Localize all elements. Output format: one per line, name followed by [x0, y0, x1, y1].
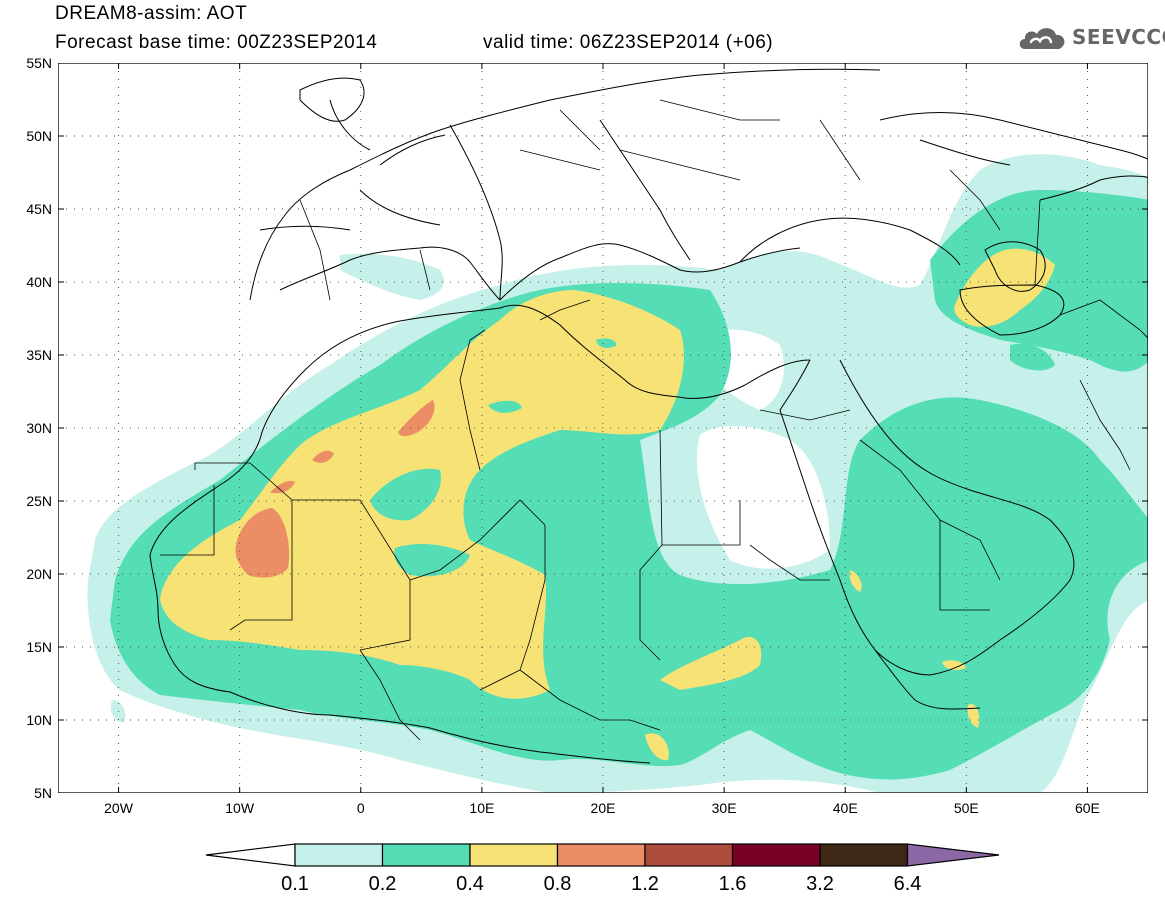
colorbar-label: 0.1 [281, 873, 309, 895]
lon-label: 40E [832, 800, 858, 816]
lon-label: 50E [953, 800, 979, 816]
colorbar [205, 843, 1000, 867]
colorbar-label: 0.2 [368, 873, 397, 895]
lon-label: 10W [225, 800, 255, 816]
map-title: DREAM8-assim: AOT [55, 3, 248, 24]
aot-level-0-2-patches [370, 338, 617, 577]
map-ticks [58, 63, 1148, 793]
base-time: Forecast base time: 00Z23SEP2014 [55, 32, 378, 53]
forecast-time-line: Forecast base time: 00Z23SEP2014 valid ti… [55, 32, 773, 53]
lat-label: 35N [26, 347, 52, 363]
lat-label: 30N [26, 420, 52, 436]
colorbar-label: 6.4 [893, 873, 922, 895]
lat-label: 15N [26, 639, 52, 655]
lat-label: 45N [26, 201, 52, 217]
graticule [58, 63, 1148, 793]
lat-label: 5N [34, 785, 52, 801]
colorbar-segment [469, 843, 559, 867]
colorbar-label: 3.2 [806, 873, 834, 895]
colorbar-segment [731, 843, 821, 867]
lon-label: 20W [104, 800, 133, 816]
lon-label: 20E [590, 800, 616, 816]
lon-label: 60E [1074, 800, 1100, 816]
colorbar-over-arrow [906, 843, 1000, 867]
lon-label: 30E [711, 800, 737, 816]
colorbar-segment [556, 843, 646, 867]
colorbar-segment [644, 843, 734, 867]
aot-map [58, 63, 1148, 793]
colorbar-under-arrow [205, 843, 296, 867]
colorbar-segment [294, 843, 384, 867]
colorbar-segments [205, 843, 1000, 867]
lon-label: 0 [356, 800, 365, 816]
colorbar-label: 1.2 [631, 873, 659, 895]
colorbar-label: 0.8 [543, 873, 572, 895]
lat-label: 55N [26, 55, 52, 71]
colorbar-segment [381, 843, 471, 867]
cloud-icon [1019, 28, 1065, 49]
lon-label: 10E [469, 800, 495, 816]
valid-time: valid time: 06Z23SEP2014 (+06) [483, 32, 774, 53]
coastlines-and-borders [149, 68, 1148, 764]
lat-label: 20N [26, 566, 52, 582]
logo-text: SEEVCCC [1072, 25, 1165, 49]
colorbar-segment [819, 843, 909, 867]
lat-label: 25N [26, 493, 52, 509]
colorbar-label: 0.4 [456, 873, 484, 895]
aot-level-0-8 [235, 400, 435, 578]
lat-label: 10N [26, 712, 52, 728]
seevccc-logo: SEEVCCC [1017, 23, 1165, 51]
lat-label: 40N [26, 274, 52, 290]
colorbar-label: 1.6 [718, 873, 747, 895]
lat-label: 50N [26, 128, 52, 144]
